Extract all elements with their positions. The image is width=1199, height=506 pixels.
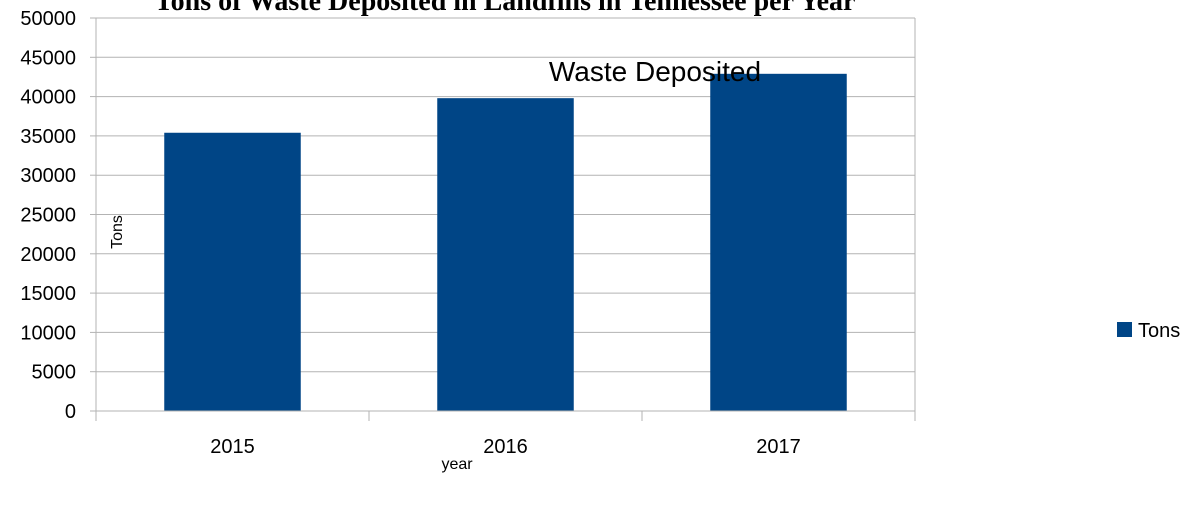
y-tick-label: 0	[65, 401, 76, 423]
legend: Tons	[1117, 320, 1180, 342]
bar-2017	[710, 73, 847, 411]
y-tick-label: 50000	[20, 8, 76, 30]
y-tick-label: 45000	[20, 47, 76, 69]
chart-annotation: Waste Deposited	[549, 56, 761, 87]
y-tick-label: 40000	[20, 87, 76, 109]
legend-swatch-tons	[1117, 322, 1132, 337]
y-axis-title: Tons	[109, 215, 126, 249]
bars	[164, 73, 847, 412]
x-axis-title: year	[441, 456, 473, 473]
x-tick-label: 2017	[756, 436, 801, 458]
bar-2016	[437, 98, 574, 411]
axes	[90, 17, 916, 421]
y-tick-label: 15000	[20, 283, 76, 305]
y-tick-label: 20000	[20, 244, 76, 266]
y-tick-labels: 0 5000 10000 15000 20000 25000 30000 35000 40000…	[20, 8, 76, 423]
y-tick-label: 10000	[20, 322, 76, 344]
bar-2015	[164, 132, 301, 412]
y-tick-label: 30000	[20, 165, 76, 187]
x-tick-label: 2016	[483, 436, 528, 458]
y-tick-label: 35000	[20, 126, 76, 148]
x-tick-label: 2015	[210, 436, 255, 458]
chart-title: Tons of Waste Deposited in Landfills in …	[155, 0, 856, 17]
x-tick-labels: 2015 2016 2017	[210, 436, 801, 458]
y-tick-label: 25000	[20, 205, 76, 227]
y-tick-label: 5000	[32, 362, 77, 384]
legend-label-tons: Tons	[1138, 320, 1180, 342]
